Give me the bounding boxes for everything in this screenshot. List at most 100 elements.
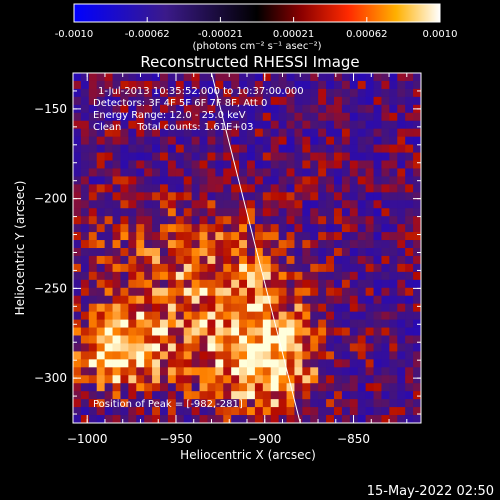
heatmap-cell [144,224,153,233]
heatmap-cell [144,303,153,313]
heatmap-cell [160,192,169,201]
heatmap-cell [349,128,359,138]
heatmap-cell [318,160,327,169]
heatmap-cell [104,168,113,177]
heatmap-cell [349,279,359,289]
heatmap-cell [223,295,232,305]
heatmap-cell [112,367,121,376]
colorbar-gradient [73,3,441,23]
heatmap-cell [152,351,161,360]
heatmap-cell [310,120,319,130]
heatmap-cell [73,176,82,185]
heatmap-cell [341,415,351,423]
heatmap-cell [167,96,177,106]
heatmap-cell [286,295,295,305]
heatmap-cell [405,136,414,145]
heatmap-cell [373,200,382,209]
heatmap-cell [357,351,367,360]
heatmap-cell [175,232,185,241]
heatmap-cell [207,311,216,320]
heatmap-cell [152,240,161,249]
heatmap-cell [341,407,351,416]
heatmap-cell [278,303,287,313]
heatmap-cell [112,240,121,249]
heatmap-cell [136,224,145,233]
heatmap-cell [104,160,113,169]
heatmap-cell [96,351,106,360]
heatmap-cell [183,359,193,368]
heatmap-cell [318,287,327,297]
heatmap-cell [73,271,82,281]
heatmap-cell [183,232,193,241]
heatmap-cell [349,255,359,265]
heatmap-cell [104,232,113,241]
heatmap-cell [120,208,129,217]
heatmap-cell [365,136,374,145]
heatmap-cell [302,391,311,400]
heatmap-cell [104,327,113,336]
heatmap-cell [397,144,406,153]
heatmap-cell [160,80,169,90]
heatmap-cell [381,200,390,209]
heatmap-cell [278,359,287,368]
heatmap-cell [231,144,240,153]
heatmap-cell [302,248,311,257]
heatmap-cell [286,407,295,416]
heatmap-cell [310,136,319,145]
heatmap-cell [128,295,137,305]
heatmap-cell [341,184,351,193]
heatmap-cell [278,88,287,98]
heatmap-cell [349,168,359,177]
heatmap-cell [239,152,248,161]
heatmap-cell [270,287,280,297]
heatmap-cell [96,73,106,82]
heatmap-cell [357,279,367,289]
heatmap-cell [341,359,351,368]
heatmap-cell [96,295,106,305]
heatmap-cell [239,335,248,344]
heatmap-cell [104,271,113,281]
heatmap-cell [239,88,248,98]
heatmap-cell [397,73,406,82]
heatmap-cell [80,271,90,281]
heatmap-cell [128,104,137,114]
heatmap-cell [73,391,82,400]
heatmap-cell [294,271,303,281]
heatmap-cell [73,319,82,328]
heatmap-cell [349,200,359,209]
x-tick-label: −850 [337,432,370,446]
heatmap-cell [373,88,382,98]
heatmap-cell [191,112,200,122]
heatmap-cell [167,88,177,98]
heatmap-cell [104,263,113,273]
heatmap-cell [73,160,82,169]
heatmap-cell [96,343,106,352]
heatmap-cell [152,295,161,305]
heatmap-cell [373,303,382,313]
heatmap-cell [357,367,367,376]
heatmap-cell [96,160,106,169]
heatmap-cell [239,407,248,416]
heatmap-cell [191,80,200,90]
heatmap-cell [397,120,406,130]
heatmap-cell [310,112,319,122]
heatmap-cell [286,200,295,209]
heatmap-cell [104,391,113,400]
heatmap-cell [318,240,327,249]
heatmap-cell [120,303,129,313]
heatmap-cell [88,287,98,297]
heatmap-cell [302,287,311,297]
heatmap-cell [262,327,272,336]
heatmap-cell [310,96,319,106]
heatmap-cell [349,104,359,114]
heatmap-cell [341,391,351,400]
heatmap-cell [96,200,106,209]
heatmap-cell [231,327,240,336]
heatmap-cell [199,327,208,336]
heatmap-cell [191,232,200,241]
heatmap-cell [302,351,311,360]
heatmap-cell [318,271,327,281]
heatmap-cell [104,80,113,90]
heatmap-cell [136,399,145,408]
heatmap-cell [207,407,216,416]
